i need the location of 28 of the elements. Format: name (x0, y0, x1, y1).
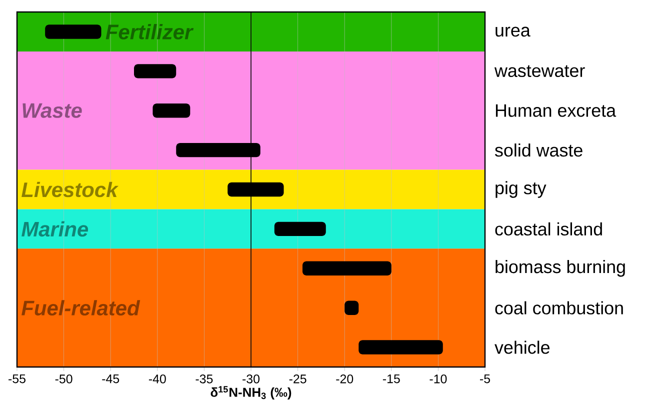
y-tick-label: Human excreta (496, 104, 616, 117)
y-tick-label: vehicle (494, 340, 550, 354)
y-tick-label: pig sty (496, 181, 546, 198)
y-tick-label: solid waste (495, 143, 582, 157)
band-label: Waste (22, 103, 82, 118)
x-tick-label: -15 (382, 374, 400, 384)
bar (134, 64, 176, 78)
x-tick-label: -40 (148, 374, 166, 384)
bar (302, 261, 392, 276)
x-tick-label: -45 (102, 374, 120, 384)
y-tick-label: wastewater (494, 65, 585, 78)
bar (45, 24, 102, 39)
x-tick-label: -20 (336, 374, 354, 384)
x-tick-label: -55 (8, 374, 26, 384)
x-tick-label: -30 (242, 374, 260, 384)
x-tick-label: -25 (289, 374, 306, 384)
x-tick-label: -5 (480, 374, 490, 384)
x-tick-label: -10 (430, 374, 447, 384)
bar (358, 340, 443, 354)
y-tick-label: coal combustion (495, 301, 623, 314)
x-axis-title: δ$^{15}$N-NH$_{3}$ (‰) (210, 386, 292, 400)
bar (274, 222, 326, 236)
y-tick-label: biomass burning (496, 260, 625, 277)
y-tick-label: urea (496, 26, 530, 37)
bar (152, 104, 190, 118)
x-tick-label: -35 (196, 374, 213, 384)
x-tick-label: -50 (55, 374, 72, 384)
y-tick-label: coastal island (495, 222, 602, 236)
